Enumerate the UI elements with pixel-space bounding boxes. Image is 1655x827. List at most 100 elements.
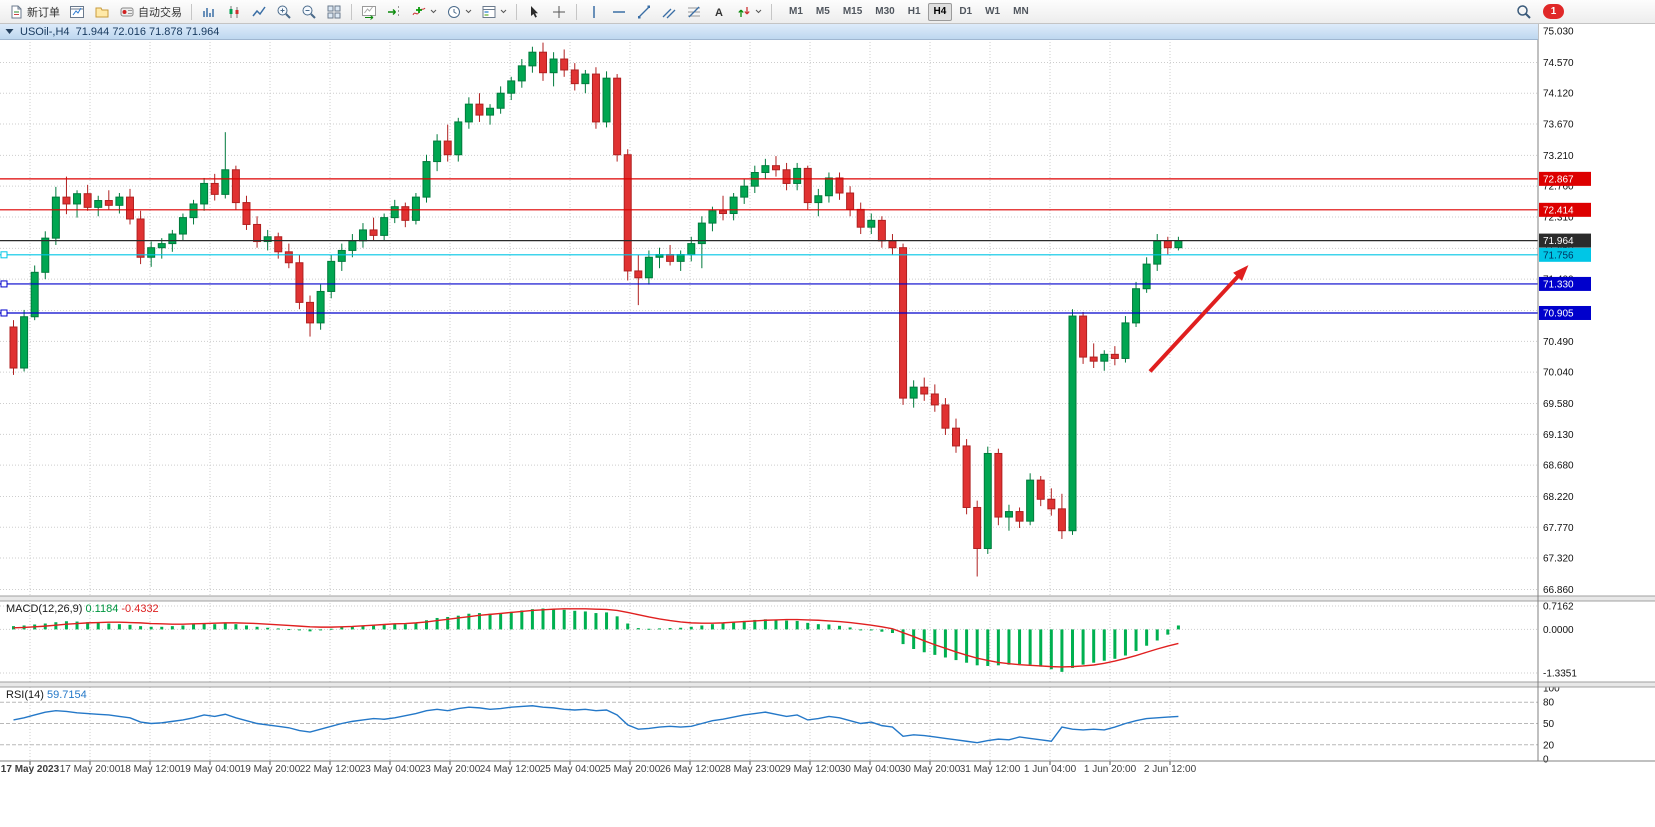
- svg-text:0.0000: 0.0000: [1543, 625, 1574, 636]
- timeframe-button-m15[interactable]: M15: [837, 3, 868, 21]
- new-order-label: 新订单: [27, 6, 60, 19]
- svg-text:29 May 12:00: 29 May 12:00: [780, 764, 841, 775]
- svg-text:17 May 2023: 17 May 2023: [1, 764, 60, 775]
- indicators-icon: [412, 6, 426, 15]
- svg-text:72.414: 72.414: [1543, 205, 1574, 216]
- svg-text:1 Jun 20:00: 1 Jun 20:00: [1084, 764, 1137, 775]
- svg-text:0: 0: [1543, 755, 1549, 766]
- candlestick-chart-button[interactable]: [222, 2, 246, 22]
- svg-text:72.867: 72.867: [1543, 174, 1574, 185]
- vertical-line-icon: [593, 5, 595, 18]
- crosshair-icon: [553, 5, 565, 18]
- timeframe-button-d1[interactable]: D1: [953, 3, 978, 21]
- channel-button[interactable]: [657, 2, 681, 22]
- zoom-in-icon: [277, 5, 291, 19]
- zoom-in-button[interactable]: [272, 2, 296, 22]
- chart-title-bar[interactable]: USOil-,H4 71.944 72.016 71.878 71.964: [0, 24, 1538, 40]
- svg-text:23 May 20:00: 23 May 20:00: [420, 764, 481, 775]
- svg-text:66.860: 66.860: [1543, 585, 1574, 596]
- svg-text:73.210: 73.210: [1543, 151, 1574, 162]
- svg-text:70.905: 70.905: [1543, 308, 1574, 319]
- svg-text:1 Jun 04:00: 1 Jun 04:00: [1024, 764, 1077, 775]
- price-chart-canvas[interactable]: 17 May 2023 17 May 20:00 18 May 12:00 19 Ma…: [0, 24, 1655, 827]
- timeframe-button-m30[interactable]: M30: [869, 3, 900, 21]
- svg-text:22 May 12:00: 22 May 12:00: [300, 764, 361, 775]
- svg-text:50: 50: [1543, 719, 1555, 730]
- svg-text:28 May 23:00: 28 May 23:00: [720, 764, 781, 775]
- notification-badge[interactable]: 1: [1543, 4, 1564, 19]
- arrows-tool-button[interactable]: [732, 2, 766, 22]
- chart-menu-icon[interactable]: [5, 28, 14, 35]
- cursor-icon: [531, 5, 538, 18]
- svg-text:80: 80: [1543, 698, 1555, 709]
- candlestick-chart-icon: [229, 5, 239, 18]
- chart-window-icon: [70, 5, 84, 18]
- dropdown-caret-icon: [430, 9, 437, 14]
- profiles-folder-icon: [95, 7, 109, 17]
- dropdown-caret-icon: [465, 9, 472, 14]
- bar-chart-button[interactable]: [197, 2, 221, 22]
- svg-text:69.130: 69.130: [1543, 430, 1574, 441]
- arrows-tool-icon: [738, 6, 750, 17]
- new-order-icon: [11, 5, 22, 18]
- trendline-button[interactable]: [632, 2, 656, 22]
- trendline-icon: [638, 5, 650, 18]
- auto-scroll-button[interactable]: [357, 2, 381, 22]
- horizontal-line-button[interactable]: [607, 2, 631, 22]
- auto-scroll-icon: [362, 5, 376, 20]
- macd-label: MACD(12,26,9) 0.1184 -0.4332: [6, 603, 159, 615]
- svg-text:20: 20: [1543, 740, 1555, 751]
- fibonacci-button[interactable]: [682, 2, 706, 22]
- svg-text:23 May 04:00: 23 May 04:00: [360, 764, 421, 775]
- timeframe-button-mn[interactable]: MN: [1007, 3, 1035, 21]
- templates-icon: [482, 5, 496, 18]
- templates-button[interactable]: [477, 2, 511, 22]
- charts-button[interactable]: [65, 2, 89, 22]
- toolbar-separator: [351, 3, 352, 20]
- svg-text:2 Jun 12:00: 2 Jun 12:00: [1144, 764, 1197, 775]
- tile-windows-button[interactable]: [322, 2, 346, 22]
- dropdown-caret-icon: [500, 9, 507, 14]
- svg-text:73.670: 73.670: [1543, 119, 1574, 130]
- fibonacci-icon: [688, 6, 700, 17]
- tile-windows-icon: [327, 5, 341, 18]
- svg-text:72.310: 72.310: [1543, 212, 1574, 223]
- timeframe-button-h4[interactable]: H4: [927, 2, 953, 21]
- main-toolbar: 新订单 自动交易: [0, 0, 1655, 24]
- svg-text:74.570: 74.570: [1543, 58, 1574, 69]
- timeframe-button-w1[interactable]: W1: [979, 3, 1006, 21]
- svg-text:68.680: 68.680: [1543, 461, 1574, 472]
- toolbar-separator: [191, 3, 192, 20]
- cursor-button[interactable]: [522, 2, 546, 22]
- search-button[interactable]: [1512, 2, 1536, 22]
- crosshair-button[interactable]: [547, 2, 571, 22]
- svg-text:18 May 12:00: 18 May 12:00: [120, 764, 181, 775]
- svg-text:25 May 20:00: 25 May 20:00: [600, 764, 661, 775]
- line-chart-button[interactable]: [247, 2, 271, 22]
- svg-text:19 May 04:00: 19 May 04:00: [180, 764, 241, 775]
- autotrading-label: 自动交易: [138, 6, 182, 19]
- indicators-button[interactable]: [407, 2, 441, 22]
- autotrading-button[interactable]: 自动交易: [115, 2, 186, 22]
- new-order-button[interactable]: 新订单: [4, 2, 64, 22]
- timeframe-button-m1[interactable]: M1: [783, 3, 809, 21]
- svg-text:17 May 20:00: 17 May 20:00: [60, 764, 121, 775]
- chart-shift-icon: [388, 5, 399, 18]
- chart-shift-button[interactable]: [382, 2, 406, 22]
- svg-text:75.030: 75.030: [1543, 27, 1574, 38]
- svg-text:26 May 12:00: 26 May 12:00: [660, 764, 721, 775]
- autotrading-icon: [120, 7, 134, 16]
- periods-button[interactable]: [442, 2, 476, 22]
- svg-text:30 May 20:00: 30 May 20:00: [900, 764, 961, 775]
- channel-icon: [662, 8, 676, 18]
- text-tool-button[interactable]: A: [707, 2, 731, 22]
- timeframe-button-h1[interactable]: H1: [902, 3, 927, 21]
- profiles-button[interactable]: [90, 2, 114, 22]
- search-icon: [1517, 4, 1531, 19]
- timeframe-button-m5[interactable]: M5: [810, 3, 836, 21]
- zoom-out-button[interactable]: [297, 2, 321, 22]
- svg-text:19 May 20:00: 19 May 20:00: [240, 764, 301, 775]
- svg-text:68.220: 68.220: [1543, 492, 1574, 503]
- vertical-line-button[interactable]: [582, 2, 606, 22]
- periods-clock-icon: [448, 5, 460, 18]
